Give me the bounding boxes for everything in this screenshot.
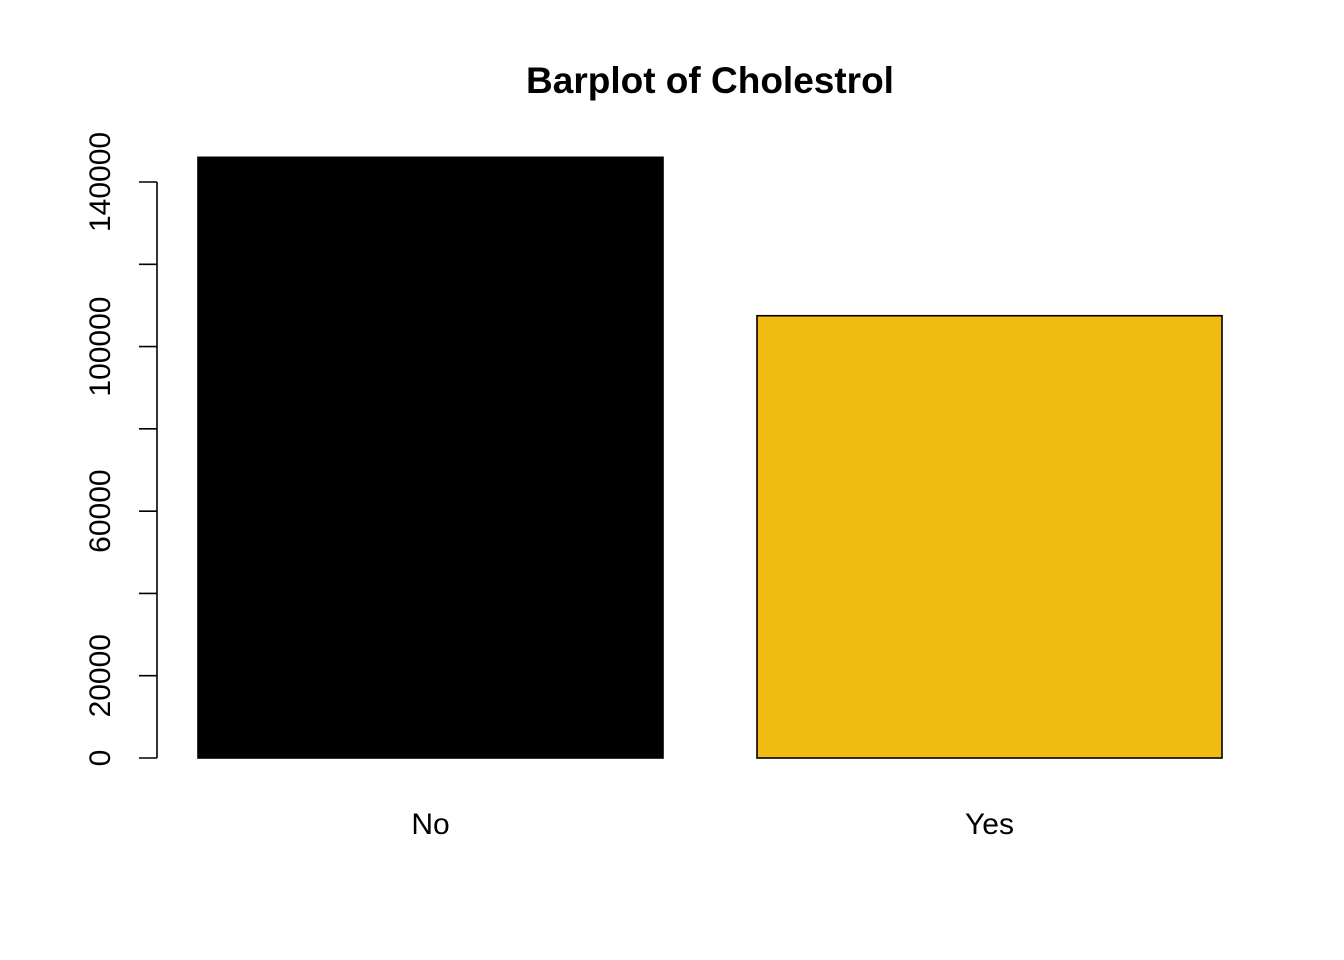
x-category-label: No — [411, 808, 449, 841]
y-tick-label: 100000 — [84, 297, 117, 397]
chart-title: Barplot of Cholestrol — [526, 60, 894, 101]
x-axis-labels: No Yes — [411, 808, 1014, 841]
y-axis: 0 20000 60000 100000 140000 — [84, 132, 158, 767]
bar-no — [197, 156, 664, 759]
bar-yes — [756, 314, 1223, 759]
y-tick-label: 140000 — [84, 132, 117, 232]
bars — [197, 156, 1223, 759]
y-tick-label: 0 — [84, 750, 117, 767]
y-tick-label: 20000 — [84, 634, 117, 717]
y-tick-label: 60000 — [84, 469, 117, 552]
x-category-label: Yes — [965, 808, 1014, 841]
